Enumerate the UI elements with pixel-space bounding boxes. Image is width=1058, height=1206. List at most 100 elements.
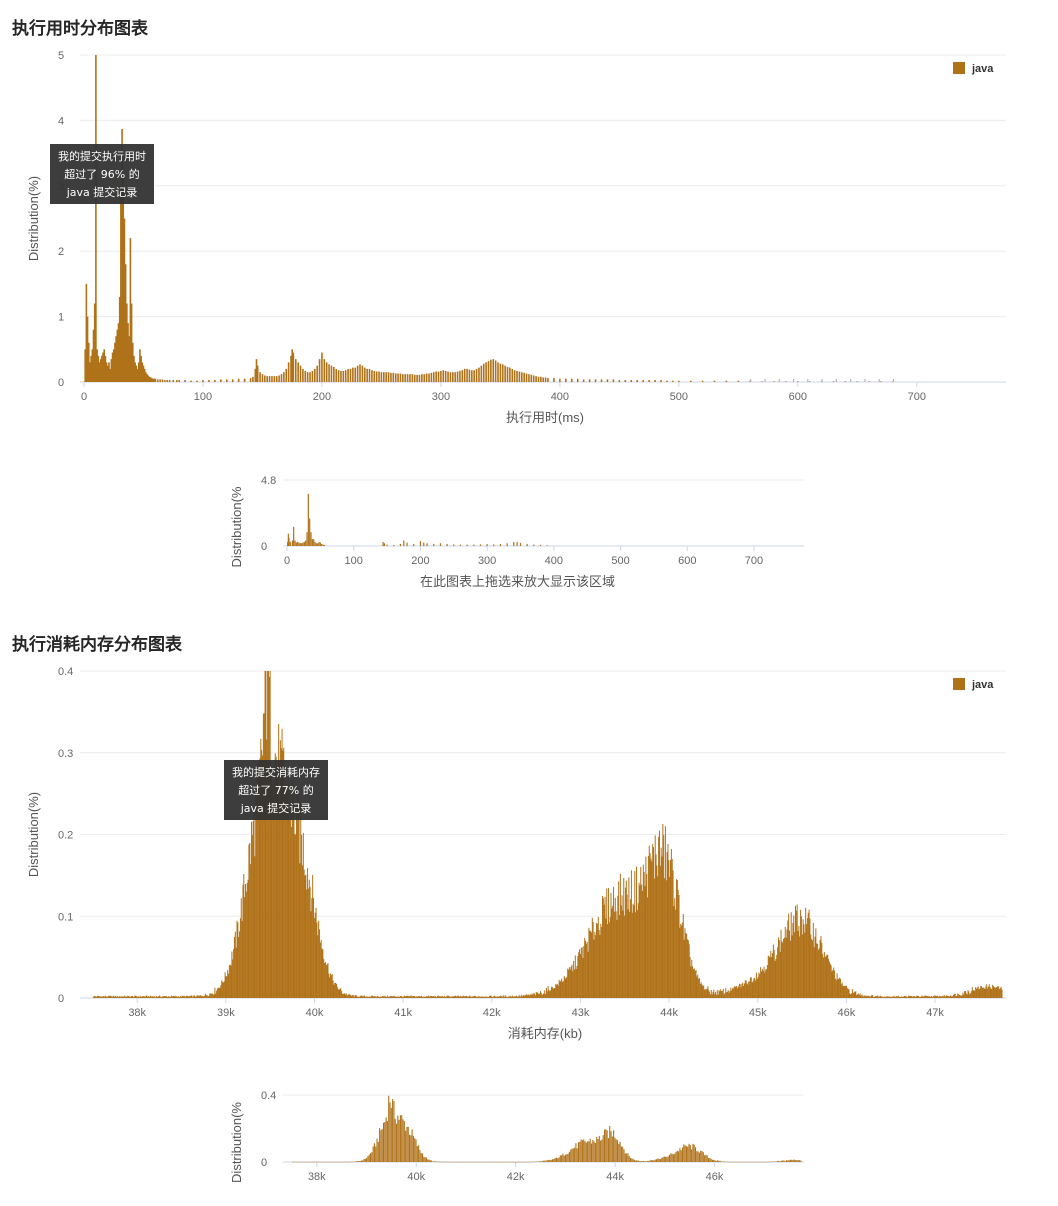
bar [523, 1161, 525, 1163]
bar [645, 856, 647, 998]
bar [311, 539, 313, 546]
bar [154, 996, 156, 998]
bar [517, 996, 519, 998]
bar [365, 996, 367, 998]
bar [661, 856, 663, 998]
bar [189, 996, 191, 998]
bar [697, 1151, 699, 1162]
bar [992, 984, 994, 998]
bar [441, 996, 443, 998]
bar [463, 1161, 465, 1163]
bar [491, 996, 493, 998]
bar [684, 1145, 686, 1162]
bar [765, 1161, 767, 1163]
bar [593, 939, 595, 998]
bar [112, 996, 114, 998]
bar [256, 764, 258, 998]
bar [285, 787, 287, 998]
bar [740, 987, 742, 998]
bar [715, 1160, 717, 1162]
bar [268, 376, 271, 382]
bar [738, 986, 740, 998]
runtime-distribution-chart[interactable]: 0123450100200300400500600700执行用时(ms)Dist… [0, 40, 1058, 480]
runtime-navigator-chart[interactable]: 04.80 100 200 300 400 500 600 700在此图表上拖选来放大显示该区… [0, 460, 1058, 600]
bar [392, 372, 395, 382]
bar [159, 379, 161, 382]
bar [774, 1161, 776, 1162]
bar [388, 1095, 390, 1162]
bar [549, 991, 551, 998]
bar [359, 1161, 361, 1162]
bar [576, 966, 578, 998]
bar [428, 373, 430, 382]
bar [687, 1146, 689, 1162]
bar [125, 996, 127, 998]
bar [347, 1161, 349, 1163]
bar [416, 996, 418, 998]
bar [134, 362, 136, 382]
bar [654, 835, 656, 998]
bar [495, 996, 497, 998]
bar [464, 996, 466, 998]
bar [404, 374, 407, 382]
bar [358, 996, 360, 998]
bar [697, 974, 699, 998]
bar [156, 379, 159, 382]
bar [364, 995, 366, 998]
bar [501, 364, 504, 382]
bar [889, 996, 891, 998]
bar [706, 1155, 708, 1162]
bar [813, 947, 815, 998]
bar [965, 993, 967, 998]
bar [591, 917, 593, 998]
bar [930, 996, 932, 998]
bar [777, 947, 779, 998]
bar [668, 860, 670, 998]
bar [741, 983, 743, 998]
bar [297, 1161, 299, 1163]
bar [113, 995, 115, 998]
bar [844, 381, 847, 382]
bar [808, 381, 811, 382]
bar [389, 996, 391, 998]
bar [193, 995, 195, 998]
bar [184, 997, 186, 998]
bar [637, 903, 639, 998]
bar [631, 1158, 633, 1162]
bar [677, 889, 679, 998]
bar [980, 986, 982, 998]
bar [401, 1115, 403, 1162]
bar [319, 542, 321, 546]
bar [416, 1146, 418, 1162]
bar [736, 1161, 738, 1163]
bar [290, 355, 292, 382]
bar [574, 1147, 576, 1162]
bar [425, 373, 428, 382]
bar [143, 996, 145, 998]
bar [381, 997, 383, 998]
bar [652, 1160, 654, 1162]
bar [688, 1143, 690, 1162]
bar [349, 994, 351, 998]
bar [968, 991, 970, 998]
bar [606, 888, 608, 998]
bar [576, 378, 579, 382]
bar [376, 995, 378, 998]
x-tick-label: 500 [670, 391, 688, 403]
bar [156, 996, 158, 998]
bar [107, 996, 109, 998]
bar [769, 957, 771, 998]
bar [454, 995, 456, 998]
bar [710, 1158, 712, 1162]
bar [488, 1161, 490, 1163]
bar [453, 996, 455, 998]
y-axis-title: Distribution(%) [26, 176, 41, 261]
bar [167, 996, 169, 998]
bar [303, 541, 305, 546]
bar [320, 939, 322, 998]
bar [847, 988, 849, 998]
bar [551, 986, 553, 998]
bar [173, 995, 175, 998]
